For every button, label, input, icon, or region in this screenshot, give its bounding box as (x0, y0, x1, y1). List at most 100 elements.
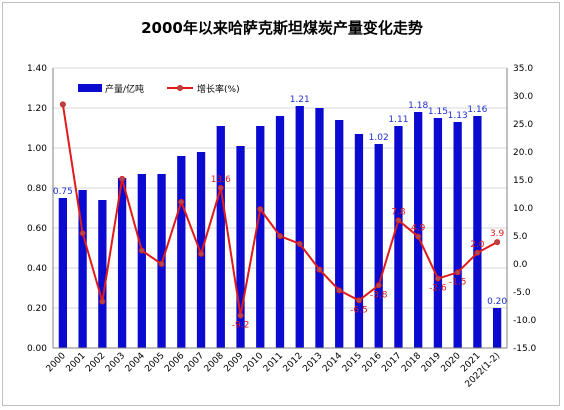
bar (58, 198, 68, 348)
line-data-label: -9.2 (232, 321, 250, 331)
x-axis-tick-label: 2004 (124, 351, 147, 374)
line-point (434, 275, 441, 282)
left-axis-tick-label: 1.00 (27, 144, 47, 154)
bar-series (58, 106, 502, 348)
line-data-label: -2.6 (429, 284, 447, 294)
bar-data-label: 1.18 (408, 101, 428, 111)
x-axis-tick-label: 2005 (143, 351, 166, 374)
right-axis-tick-label: 15.0 (513, 176, 533, 186)
line-point (474, 249, 481, 256)
line-data-label: 2.0 (470, 240, 485, 250)
x-axis-tick-label: 2012 (282, 351, 305, 374)
line-point (79, 230, 86, 237)
right-axis-tick-label: 20.0 (513, 148, 533, 158)
line-point (415, 233, 422, 240)
left-axis-tick-label: 0.00 (27, 344, 47, 354)
left-axis-tick-label: 0.40 (27, 264, 47, 274)
right-axis-tick-label: -10.0 (513, 316, 537, 326)
x-axis-tick-label: 2002 (84, 351, 107, 374)
data-labels: 0.75 1.21 1.02 1.111.181.15 1.131.16 0.20 13.6… (53, 95, 508, 331)
bar (117, 178, 127, 348)
bar-data-label: 1.21 (290, 95, 310, 105)
bar (275, 116, 285, 348)
bar (433, 118, 443, 348)
x-axis-tick-label: 2019 (420, 351, 443, 374)
bar (196, 152, 206, 348)
bar (256, 126, 265, 348)
right-axis-tick-label: 0.0 (513, 260, 528, 270)
line-data-label: 7.8 (391, 207, 406, 217)
chart-title: 2000年以来哈萨克斯坦煤炭产量变化走势 (141, 19, 423, 37)
x-axis-tick-label: 2008 (203, 351, 226, 374)
line-point (158, 260, 165, 267)
bar (374, 144, 383, 348)
bar (216, 126, 225, 348)
x-axis-tick-label: 2017 (380, 351, 403, 374)
x-axis-tick-label: 2003 (104, 351, 127, 374)
right-axis-tick-label: 35.0 (513, 64, 533, 74)
bar-data-label: 1.15 (428, 107, 448, 117)
bar (236, 146, 245, 348)
x-axis-tick-label: 2014 (321, 351, 344, 374)
line-data-label: -3.8 (370, 290, 388, 300)
x-axis-tick-label: 2011 (262, 351, 285, 374)
line-data-label: 3.9 (490, 229, 505, 239)
x-axis-tick-label: 2013 (301, 351, 324, 374)
bar-data-label: 1.16 (467, 105, 487, 115)
line-point (375, 282, 382, 289)
bar (473, 116, 482, 348)
legend: 产量/亿吨 增长率(%) (78, 83, 240, 95)
line-data-label: 13.6 (211, 175, 231, 185)
x-axis-tick-label: 2010 (242, 351, 265, 374)
line-point (395, 217, 402, 224)
x-axis-tick-label: 2006 (163, 351, 186, 374)
x-axis-tick-label: 2020 (440, 351, 463, 374)
left-axis-tick-label: 0.60 (27, 224, 47, 234)
legend-bar-label: 产量/亿吨 (105, 83, 144, 95)
line-point (217, 184, 224, 191)
legend-line-marker (176, 85, 183, 92)
bar (295, 106, 304, 348)
line-point (316, 266, 323, 273)
bar (492, 308, 502, 348)
line-point (119, 175, 126, 182)
left-axis-tick-label: 0.80 (27, 184, 47, 194)
legend-line-label: 增长率(%) (197, 83, 240, 95)
line-point (237, 312, 244, 319)
right-axis-tick-label: 5.0 (513, 232, 528, 242)
line-point (355, 297, 362, 304)
x-axis-tick-label: 2001 (64, 351, 87, 374)
bar (335, 120, 344, 348)
left-axis-tick-label: 0.20 (27, 304, 47, 314)
line-data-label: 4.9 (411, 224, 426, 234)
line-series (59, 101, 501, 319)
line-point (59, 101, 66, 108)
line-point (494, 239, 501, 246)
line-point (296, 240, 303, 247)
x-axis-tick-label: 2018 (400, 351, 423, 374)
right-axis-tick-label: 30.0 (513, 92, 533, 102)
bar (98, 200, 107, 348)
x-axis-tick-label: 2009 (222, 351, 245, 374)
right-axis-tick-label: -15.0 (513, 344, 537, 354)
bar (78, 190, 87, 348)
bar-data-label: 0.75 (53, 187, 73, 197)
right-axis-tick-label: 25.0 (513, 120, 533, 130)
bar-data-label: 0.20 (487, 297, 507, 307)
line-point (336, 287, 343, 294)
bar (354, 134, 364, 348)
line-point (178, 198, 185, 205)
right-axis-tick-label: -5.0 (513, 288, 531, 298)
bar (137, 174, 146, 348)
line-point (276, 232, 283, 239)
bar-data-label: 1.11 (388, 115, 408, 125)
x-axis-tick-label: 2000 (45, 351, 68, 374)
right-axis-tick-label: 10.0 (513, 204, 533, 214)
line-point (99, 298, 106, 305)
bar (177, 156, 186, 348)
x-axis-tick-label: 2007 (183, 351, 206, 374)
left-axis-tick-label: 1.20 (27, 104, 47, 114)
line-point (454, 269, 461, 276)
legend-bar-swatch (78, 84, 102, 92)
